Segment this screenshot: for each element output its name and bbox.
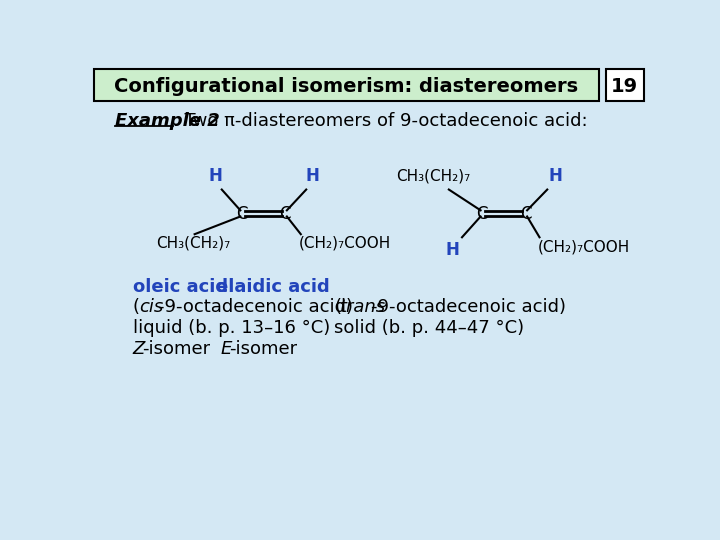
Text: Example 2: Example 2 xyxy=(114,112,220,130)
Text: Z: Z xyxy=(132,340,145,358)
Text: -isomer: -isomer xyxy=(142,340,210,358)
Text: trans: trans xyxy=(341,298,387,316)
Text: CH₃(CH₂)₇: CH₃(CH₂)₇ xyxy=(156,236,230,251)
Text: H: H xyxy=(305,167,320,185)
Text: H: H xyxy=(446,241,459,259)
Text: (: ( xyxy=(334,298,341,316)
Text: C: C xyxy=(279,205,291,223)
Text: H: H xyxy=(548,167,562,185)
Text: (CH₂)₇COOH: (CH₂)₇COOH xyxy=(300,236,392,251)
Text: (: ( xyxy=(132,298,140,316)
Text: -isomer: -isomer xyxy=(230,340,297,358)
Text: -9-octadecenoic acid): -9-octadecenoic acid) xyxy=(158,298,354,316)
FancyBboxPatch shape xyxy=(94,69,599,101)
Text: C: C xyxy=(477,205,488,223)
Text: cis: cis xyxy=(139,298,163,316)
Text: (CH₂)₇COOH: (CH₂)₇COOH xyxy=(538,239,630,254)
FancyBboxPatch shape xyxy=(606,69,644,101)
Text: liquid (b. p. 13–16 °C): liquid (b. p. 13–16 °C) xyxy=(132,319,330,337)
Text: 19: 19 xyxy=(611,77,639,96)
Text: -9-octadecenoic acid): -9-octadecenoic acid) xyxy=(372,298,567,316)
Text: E: E xyxy=(220,340,232,358)
Text: H: H xyxy=(209,167,222,185)
Text: . Two π-diastereomers of 9-octadecenoic acid:: . Two π-diastereomers of 9-octadecenoic … xyxy=(173,112,588,130)
Text: oleic acid: oleic acid xyxy=(132,278,228,295)
Text: elaidic acid: elaidic acid xyxy=(215,278,329,295)
Text: C: C xyxy=(520,205,531,223)
Text: C: C xyxy=(236,205,248,223)
Text: solid (b. p. 44–47 °C): solid (b. p. 44–47 °C) xyxy=(334,319,524,337)
Text: CH₃(CH₂)₇: CH₃(CH₂)₇ xyxy=(396,169,470,184)
Text: Configurational isomerism: diastereomers: Configurational isomerism: diastereomers xyxy=(114,77,578,96)
